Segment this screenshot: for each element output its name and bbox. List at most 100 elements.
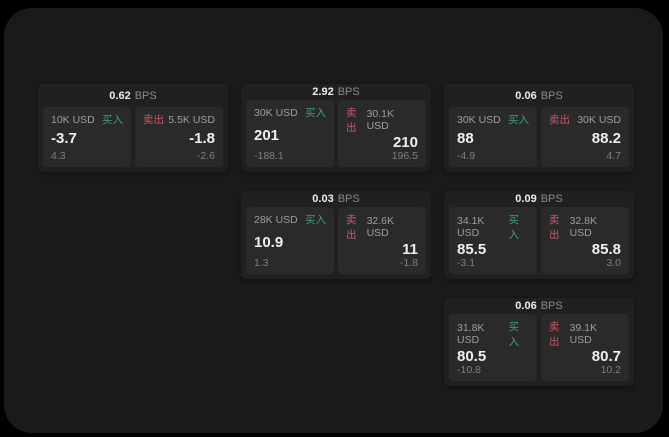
sell-side-label: 卖出	[346, 214, 357, 241]
spread-value: 0.09	[515, 193, 537, 205]
buy-price: 201	[254, 126, 280, 144]
buy-tile[interactable]: 30K USD 买入 88 -4.9	[449, 107, 537, 167]
spread-header: 0.06 BPS	[444, 298, 634, 314]
sell-amount: 32.6K USD	[366, 215, 395, 239]
quote-body: 31.8K USD 买入 80.5 -10.8 卖出 39.1K USD 80.…	[444, 314, 634, 386]
sell-delta: 196.5	[391, 150, 418, 162]
sell-side-label: 卖出	[346, 107, 357, 134]
sell-delta: -1.8	[399, 257, 418, 269]
buy-side-label: 买入	[508, 214, 519, 241]
sell-amount: 5.5K USD	[168, 113, 215, 126]
sell-tile-top: 卖出 39.1K USD	[549, 319, 621, 349]
sell-price: 11	[402, 241, 418, 258]
sell-tile[interactable]: 卖出 32.8K USD 85.8 3.0	[541, 207, 629, 274]
sell-amount: 39.1K USD	[569, 322, 598, 346]
spread-header: 2.92 BPS	[241, 84, 431, 100]
quote-card: 2.92 BPS 30K USD 买入 201 -188.1 卖出 30.1K …	[241, 84, 431, 172]
buy-tile-top: 30K USD 买入	[254, 105, 326, 120]
buy-tile-top: 28K USD 买入	[254, 212, 326, 227]
quote-card: 0.03 BPS 28K USD 买入 10.9 1.3 卖出 32.6K US…	[241, 191, 431, 279]
quote-card: 0.06 BPS 30K USD 买入 88 -4.9 卖出 30K USD	[444, 84, 634, 172]
buy-tile[interactable]: 10K USD 买入 -3.7 4.3	[43, 107, 131, 167]
sell-price: 85.8	[591, 241, 621, 258]
sell-price: 80.7	[591, 348, 621, 365]
buy-tile-top: 34.1K USD 买入	[457, 212, 529, 242]
sell-delta: 4.7	[606, 150, 621, 162]
sell-tile-top: 卖出 32.6K USD	[346, 212, 418, 242]
buy-side-label: 买入	[305, 107, 326, 119]
quote-card: 0.09 BPS 34.1K USD 买入 85.5 -3.1 卖出 32.8K…	[444, 191, 634, 279]
buy-tile[interactable]: 30K USD 买入 201 -188.1	[246, 100, 334, 167]
spread-header: 0.06 BPS	[444, 84, 634, 107]
buy-amount: 34.1K USD	[457, 215, 485, 239]
buy-tile-top: 10K USD 买入	[51, 112, 123, 127]
sell-amount: 32.8K USD	[569, 215, 598, 239]
sell-tile-top: 卖出 30.1K USD	[346, 105, 418, 135]
spread-header: 0.09 BPS	[444, 191, 634, 207]
buy-delta: -3.1	[457, 257, 476, 269]
buy-side-label: 买入	[508, 321, 519, 348]
sell-side-label: 卖出	[549, 321, 560, 348]
sell-delta: -2.6	[196, 150, 215, 162]
buy-amount: 28K USD	[254, 213, 298, 226]
spread-unit: BPS	[540, 89, 563, 102]
buy-tile-top: 30K USD 买入	[457, 112, 529, 127]
sell-delta: 3.0	[606, 257, 621, 269]
buy-delta: -188.1	[254, 150, 284, 162]
buy-amount: 30K USD	[254, 106, 298, 119]
spread-header: 0.03 BPS	[241, 191, 431, 207]
quote-body: 30K USD 买入 201 -188.1 卖出 30.1K USD 210 1…	[241, 100, 431, 172]
spread-unit: BPS	[337, 86, 360, 98]
sell-tile[interactable]: 卖出 30K USD 88.2 4.7	[541, 107, 629, 167]
buy-delta: 1.3	[254, 257, 269, 269]
sell-price: 88.2	[591, 130, 621, 147]
sell-tile-top: 卖出 5.5K USD	[143, 112, 215, 127]
sell-amount: 30K USD	[577, 113, 621, 126]
buy-tile[interactable]: 31.8K USD 买入 80.5 -10.8	[449, 314, 537, 381]
spread-value: 0.62	[109, 89, 131, 102]
sell-price: -1.8	[189, 130, 215, 147]
trading-panel: 0.62 BPS 10K USD 买入 -3.7 4.3 卖出 5.5K USD	[4, 8, 663, 433]
spread-value: 2.92	[312, 86, 334, 98]
spread-unit: BPS	[337, 193, 360, 205]
buy-amount: 31.8K USD	[457, 322, 485, 346]
sell-tile[interactable]: 卖出 5.5K USD -1.8 -2.6	[135, 107, 223, 167]
buy-side-label: 买入	[508, 114, 529, 126]
sell-tile[interactable]: 卖出 39.1K USD 80.7 10.2	[541, 314, 629, 381]
buy-amount: 30K USD	[457, 113, 501, 126]
sell-amount: 30.1K USD	[366, 108, 395, 132]
spread-value: 0.06	[515, 300, 537, 312]
sell-tile-top: 卖出 30K USD	[549, 112, 621, 127]
buy-delta: -10.8	[457, 364, 481, 376]
buy-price: 85.5	[457, 241, 487, 258]
buy-amount: 10K USD	[51, 113, 95, 126]
spread-unit: BPS	[134, 89, 157, 102]
buy-price: 80.5	[457, 348, 487, 365]
spread-unit: BPS	[540, 300, 563, 312]
quote-body: 28K USD 买入 10.9 1.3 卖出 32.6K USD 11 -1.8	[241, 207, 431, 279]
buy-delta: 4.3	[51, 150, 66, 162]
spread-unit: BPS	[540, 193, 563, 205]
buy-delta: -4.9	[457, 150, 476, 162]
spread-value: 0.06	[515, 89, 537, 102]
quote-body: 30K USD 买入 88 -4.9 卖出 30K USD 88.2 4.7	[444, 107, 634, 172]
spread-header: 0.62 BPS	[38, 84, 228, 107]
quote-grid: 0.62 BPS 10K USD 买入 -3.7 4.3 卖出 5.5K USD	[38, 84, 634, 386]
buy-price: -3.7	[51, 130, 77, 147]
buy-tile-top: 31.8K USD 买入	[457, 319, 529, 349]
quote-body: 10K USD 买入 -3.7 4.3 卖出 5.5K USD -1.8 -2.…	[38, 107, 228, 172]
quote-card: 0.06 BPS 31.8K USD 买入 80.5 -10.8 卖出 39.1…	[444, 298, 634, 386]
buy-price: 88	[457, 130, 474, 147]
buy-tile[interactable]: 28K USD 买入 10.9 1.3	[246, 207, 334, 274]
buy-side-label: 买入	[305, 214, 326, 226]
buy-side-label: 买入	[102, 114, 123, 126]
sell-tile-top: 卖出 32.8K USD	[549, 212, 621, 242]
spread-value: 0.03	[312, 193, 334, 205]
quote-card: 0.62 BPS 10K USD 买入 -3.7 4.3 卖出 5.5K USD	[38, 84, 228, 172]
sell-tile[interactable]: 卖出 30.1K USD 210 196.5	[338, 100, 426, 167]
sell-tile[interactable]: 卖出 32.6K USD 11 -1.8	[338, 207, 426, 274]
buy-tile[interactable]: 34.1K USD 买入 85.5 -3.1	[449, 207, 537, 274]
sell-price: 210	[392, 134, 418, 151]
sell-side-label: 卖出	[549, 114, 570, 126]
buy-price: 10.9	[254, 233, 284, 251]
